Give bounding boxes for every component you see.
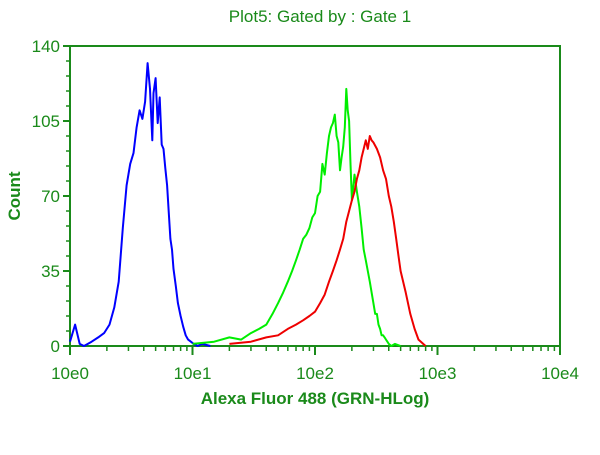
y-axis: 0 35 70 105 140: [32, 37, 70, 356]
y-tick-label: 0: [51, 337, 60, 356]
x-tick-label: 10e2: [296, 364, 334, 383]
y-tick-label: 105: [32, 112, 60, 131]
series-layer: [69, 62, 427, 347]
chart-title: Plot5: Gated by : Gate 1: [229, 7, 411, 26]
y-tick-label: 140: [32, 37, 60, 56]
x-tick-label: 10e1: [174, 364, 212, 383]
y-axis-label: Count: [5, 171, 24, 220]
histogram-series-2: [192, 87, 401, 347]
x-tick-label: 10e3: [419, 364, 457, 383]
y-tick-label: 70: [41, 187, 60, 206]
plot-frame: [69, 45, 561, 347]
histogram-series-3: [229, 135, 427, 347]
x-axis-label: Alexa Fluor 488 (GRN-HLog): [201, 389, 430, 408]
x-tick-label: 10e0: [51, 364, 89, 383]
x-axis: 10e0 10e1 10e2 10e3 10e4: [51, 346, 579, 383]
y-tick-label: 35: [41, 262, 60, 281]
histogram-series-1: [69, 62, 211, 347]
x-tick-label: 10e4: [541, 364, 579, 383]
